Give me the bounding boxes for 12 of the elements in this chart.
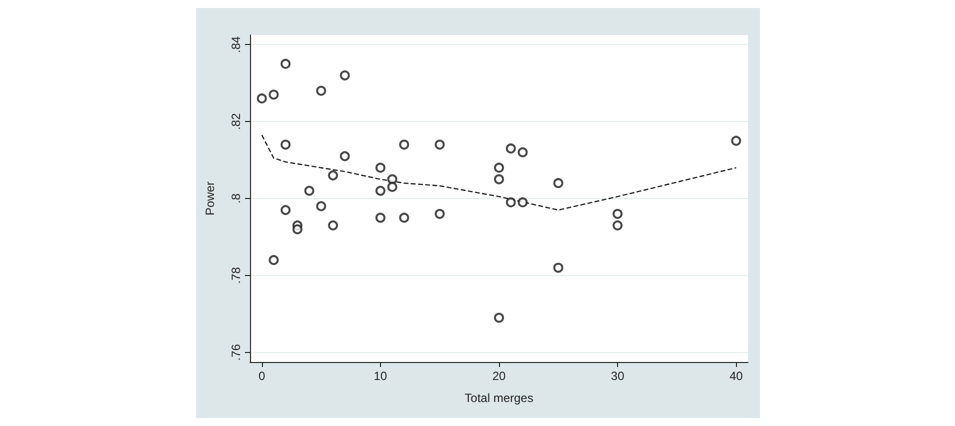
- y-tick-label: .8: [228, 193, 242, 204]
- x-tick-label: 20: [492, 369, 506, 383]
- x-axis-title: Total merges: [464, 391, 533, 405]
- y-tick-label: .84: [228, 36, 242, 53]
- y-axis-title: Power: [202, 181, 216, 216]
- x-tick-label: 40: [728, 369, 743, 383]
- x-tick-label: 10: [373, 369, 387, 383]
- y-tick-label: .78: [228, 266, 242, 284]
- x-tick-label: 30: [610, 369, 624, 383]
- y-tick-label: .82: [228, 112, 242, 130]
- x-tick-label: 0: [258, 369, 266, 383]
- y-tick-label: .76: [228, 344, 242, 361]
